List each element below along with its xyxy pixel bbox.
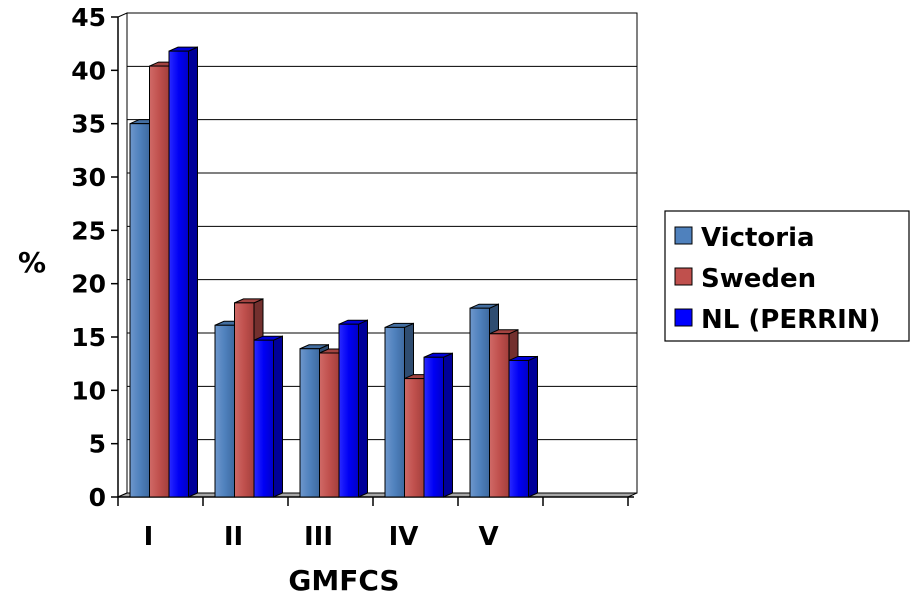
bar (253, 335, 283, 498)
y-tick-label: 10 (71, 376, 106, 405)
bar-front (168, 50, 189, 498)
legend-label: Victoria (701, 223, 815, 253)
plot-back-wall (126, 12, 638, 494)
bar (508, 355, 538, 498)
y-tick-label: 30 (71, 163, 106, 192)
x-tick-label: V (478, 522, 498, 552)
bar-front (234, 302, 255, 498)
legend: Victoria Sweden NL (PERRIN) (664, 210, 910, 342)
plot-area (111, 12, 638, 506)
legend-label: Sweden (701, 264, 816, 294)
bar-front (404, 378, 425, 498)
bar-side (443, 352, 453, 498)
bar-front (423, 356, 444, 498)
x-tick-label: III (304, 522, 333, 552)
plot-side-wall (117, 12, 128, 498)
y-axis-title: % (18, 246, 46, 279)
bars (129, 46, 538, 498)
y-tick-label: 15 (71, 323, 106, 352)
bar-front (214, 324, 235, 498)
bar-front (508, 359, 529, 498)
bar-front (469, 307, 490, 498)
bar (423, 352, 453, 498)
y-tick-label: 20 (71, 270, 106, 299)
y-tick-label: 45 (71, 3, 106, 32)
legend-box (664, 210, 910, 342)
y-tick-label: 5 (89, 430, 106, 459)
x-tick-label: IV (389, 522, 419, 552)
y-tick-label: 40 (71, 56, 106, 85)
y-tick-label: 0 (89, 483, 106, 512)
legend-swatch (674, 308, 693, 327)
legend-swatch (674, 226, 693, 245)
bar (168, 46, 198, 498)
x-tick-label: I (144, 522, 154, 552)
bar-side (273, 335, 283, 498)
y-tick-label: 25 (71, 216, 106, 245)
legend-label: NL (PERRIN) (701, 305, 880, 335)
bar (338, 319, 368, 498)
bar-front (338, 323, 359, 498)
x-axis-title: GMFCS (288, 564, 399, 597)
bar-front (384, 326, 405, 498)
bar-front (129, 123, 150, 498)
bar-side (188, 46, 198, 498)
bar-front (149, 65, 170, 498)
bar-side (358, 319, 368, 498)
y-tick-label: 35 (71, 110, 106, 139)
legend-swatch (674, 267, 693, 286)
bar-front (253, 339, 274, 498)
bar-front (489, 333, 510, 498)
x-tick-label: II (224, 522, 243, 552)
bar-front (319, 352, 340, 498)
bar-front (299, 348, 320, 498)
bar-side (528, 355, 538, 498)
